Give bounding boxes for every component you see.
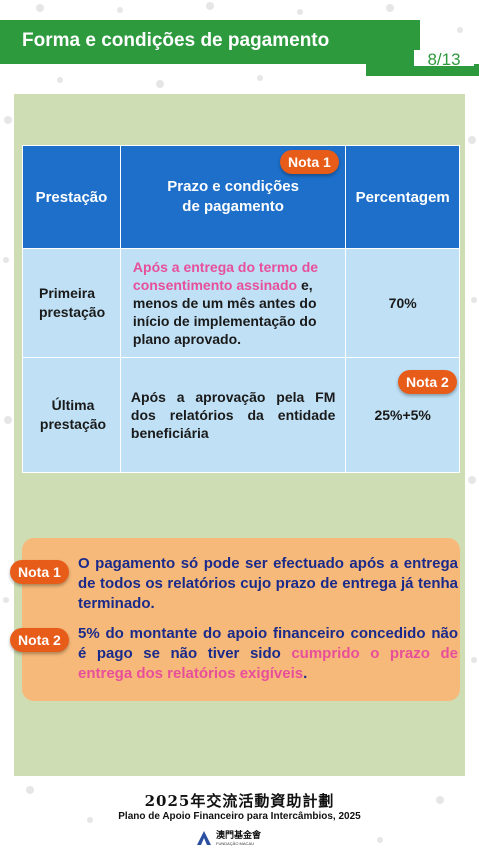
- footer-chinese-title: 2025年交流活動資助計劃: [144, 792, 335, 810]
- page-number: 8/13: [414, 50, 474, 70]
- note-1-text: O pagamento só pode ser efectuado após a…: [78, 555, 458, 612]
- logo-text-en: FUNDAÇÃO MACAU: [216, 840, 255, 846]
- payment-table: Prestação Prazo e condições de pagamento…: [22, 145, 460, 473]
- notes-box: [22, 538, 460, 701]
- row-1-condition: Após a entrega do termo de consentimento…: [119, 248, 347, 358]
- nota-1-badge: Nota 1: [10, 560, 69, 584]
- row-2-condition: Após a aprovação pela FM dos relatórios …: [119, 357, 347, 473]
- nota-2-badge: Nota 2: [10, 628, 69, 652]
- header-percentagem: Percentagem: [345, 145, 460, 249]
- logo-text-cn: 澳門基金會: [216, 830, 262, 841]
- fundacao-macau-logo: 澳門基金會 FUNDAÇÃO MACAU: [195, 828, 261, 848]
- row-1-condition-rest: e, menos de um mês antes do início de im…: [132, 277, 317, 347]
- title-bar: [0, 20, 420, 64]
- note-2-text-a: 5% do montante do apoio financeiro conce…: [78, 625, 458, 662]
- footer-portuguese-title: Plano de Apoio Financeiro para Intercâmb…: [118, 811, 361, 822]
- page-title: Forma e condições de pagamento: [22, 30, 330, 51]
- page-tag-bar: [366, 66, 479, 76]
- row-1-percentage: 70%: [345, 248, 460, 358]
- row-1-name: Primeira prestação: [22, 248, 121, 358]
- table-header-row: Prestação Prazo e condições de pagamento…: [22, 145, 460, 249]
- row-1-condition-highlight: Após a entrega do termo de consentimento…: [132, 259, 319, 293]
- note-2-text-highlight: cumprido o prazo de entrega dos relatóri…: [78, 645, 458, 682]
- table-row: Primeira prestação Após a entrega do ter…: [22, 248, 460, 358]
- row-2-name: Última prestação: [22, 357, 121, 473]
- nota-2-badge-table: Nota 2: [398, 370, 457, 394]
- table-row: Última prestação Após a aprovação pela F…: [22, 357, 460, 473]
- logo-mark-icon: [197, 831, 211, 845]
- header-prestacao: Prestação: [22, 145, 121, 249]
- note-2-text: 5% do montante do apoio financeiro conce…: [78, 624, 458, 684]
- note-2-text-b: .: [303, 665, 308, 682]
- nota-1-badge-table: Nota 1: [280, 150, 339, 174]
